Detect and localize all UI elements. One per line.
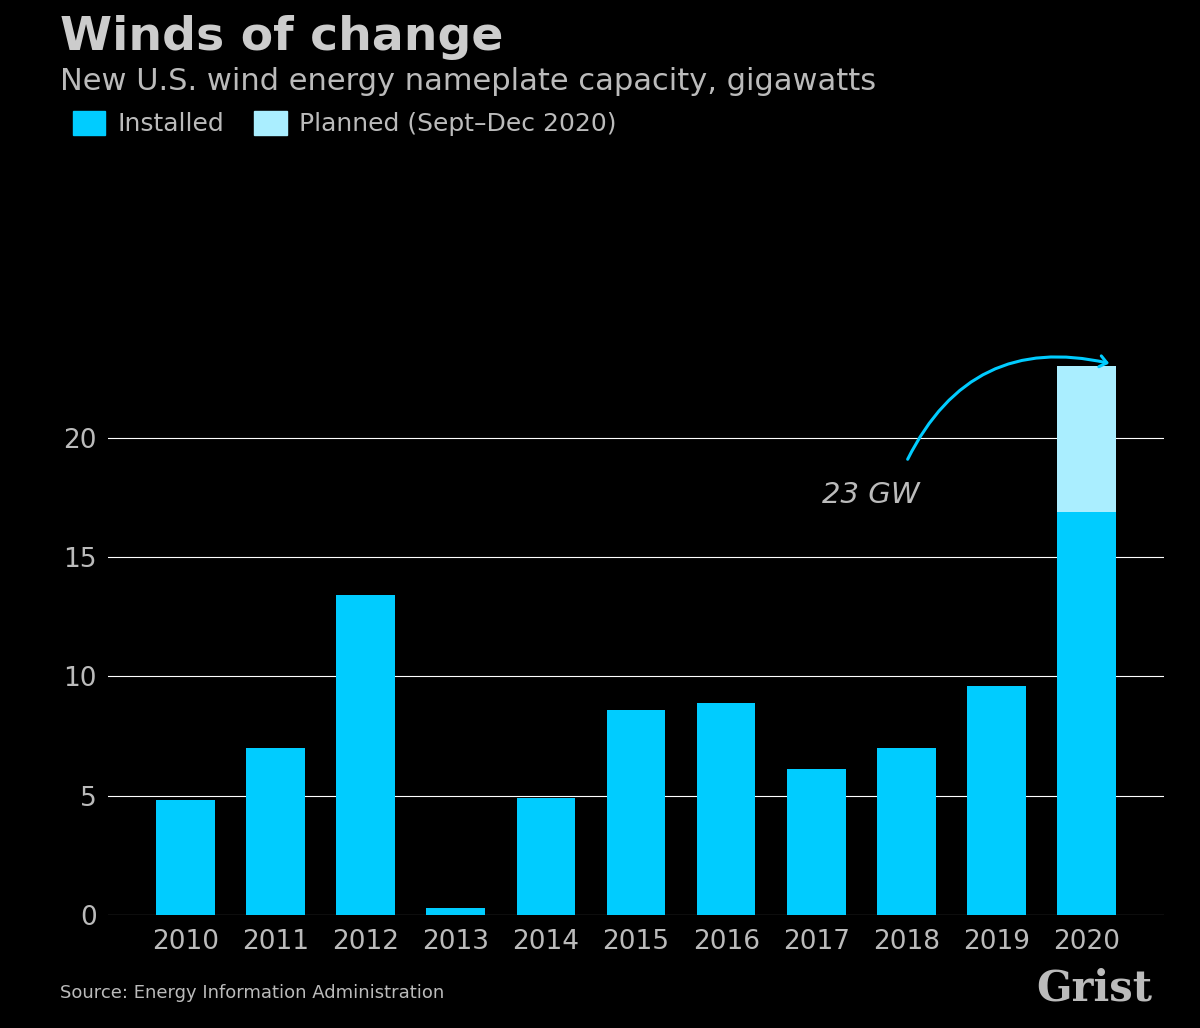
Text: 23 GW: 23 GW: [822, 481, 919, 509]
Text: Source: Energy Information Administration: Source: Energy Information Administratio…: [60, 984, 444, 1002]
Legend: Installed, Planned (Sept–Dec 2020): Installed, Planned (Sept–Dec 2020): [72, 111, 617, 136]
Bar: [607, 709, 665, 915]
Text: Grist: Grist: [1036, 967, 1152, 1009]
Bar: [877, 748, 936, 915]
Bar: [516, 798, 575, 915]
Bar: [697, 703, 756, 915]
Text: New U.S. wind energy nameplate capacity, gigawatts: New U.S. wind energy nameplate capacity,…: [60, 67, 876, 96]
Bar: [336, 595, 395, 915]
Bar: [156, 801, 215, 915]
Bar: [967, 686, 1026, 915]
Bar: [1057, 366, 1116, 512]
Text: Winds of change: Winds of change: [60, 15, 503, 61]
Bar: [246, 748, 305, 915]
Bar: [787, 769, 846, 915]
Bar: [426, 908, 485, 915]
Bar: [1057, 512, 1116, 915]
